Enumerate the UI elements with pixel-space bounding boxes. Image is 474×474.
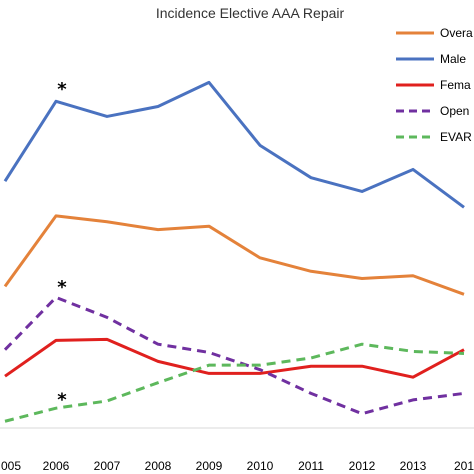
x-tick-label: 2009: [196, 459, 223, 473]
legend-label: Open: [440, 104, 469, 118]
x-tick-labels: 005 2006 2007 2008 2009 2010 2011 2012 2013 201: [1, 459, 474, 473]
x-tick-label: 2008: [145, 459, 172, 473]
legend-label: Male: [440, 52, 466, 66]
series-line-2: [4, 337, 465, 379]
x-tick-label: 005: [1, 459, 21, 473]
annotation-layer: * * *: [57, 79, 67, 410]
significance-marker: *: [57, 277, 67, 298]
significance-marker: *: [57, 389, 67, 410]
x-tick-label: 2013: [400, 459, 427, 473]
chart-title: Incidence Elective AAA Repair: [156, 5, 345, 21]
x-tick-label: 2010: [247, 459, 274, 473]
series-line-3: [3, 295, 465, 416]
series-line-4: [4, 342, 465, 423]
x-tick-label: 2012: [349, 459, 376, 473]
x-tick-label: 201: [454, 459, 474, 473]
legend-label: Overa: [440, 26, 473, 40]
legend-label: EVAR: [440, 130, 472, 144]
x-tick-label: 2011: [298, 459, 324, 473]
legend-label: Fema: [440, 78, 471, 92]
x-tick-label: 2007: [94, 459, 121, 473]
x-tick-label: 2006: [43, 459, 70, 473]
significance-marker: *: [57, 79, 67, 100]
series-layer: [3, 80, 465, 423]
legend: Overa Male Fema Open EVAR: [396, 26, 473, 144]
series-line-1: [3, 80, 465, 209]
series-line-0: [3, 214, 465, 296]
